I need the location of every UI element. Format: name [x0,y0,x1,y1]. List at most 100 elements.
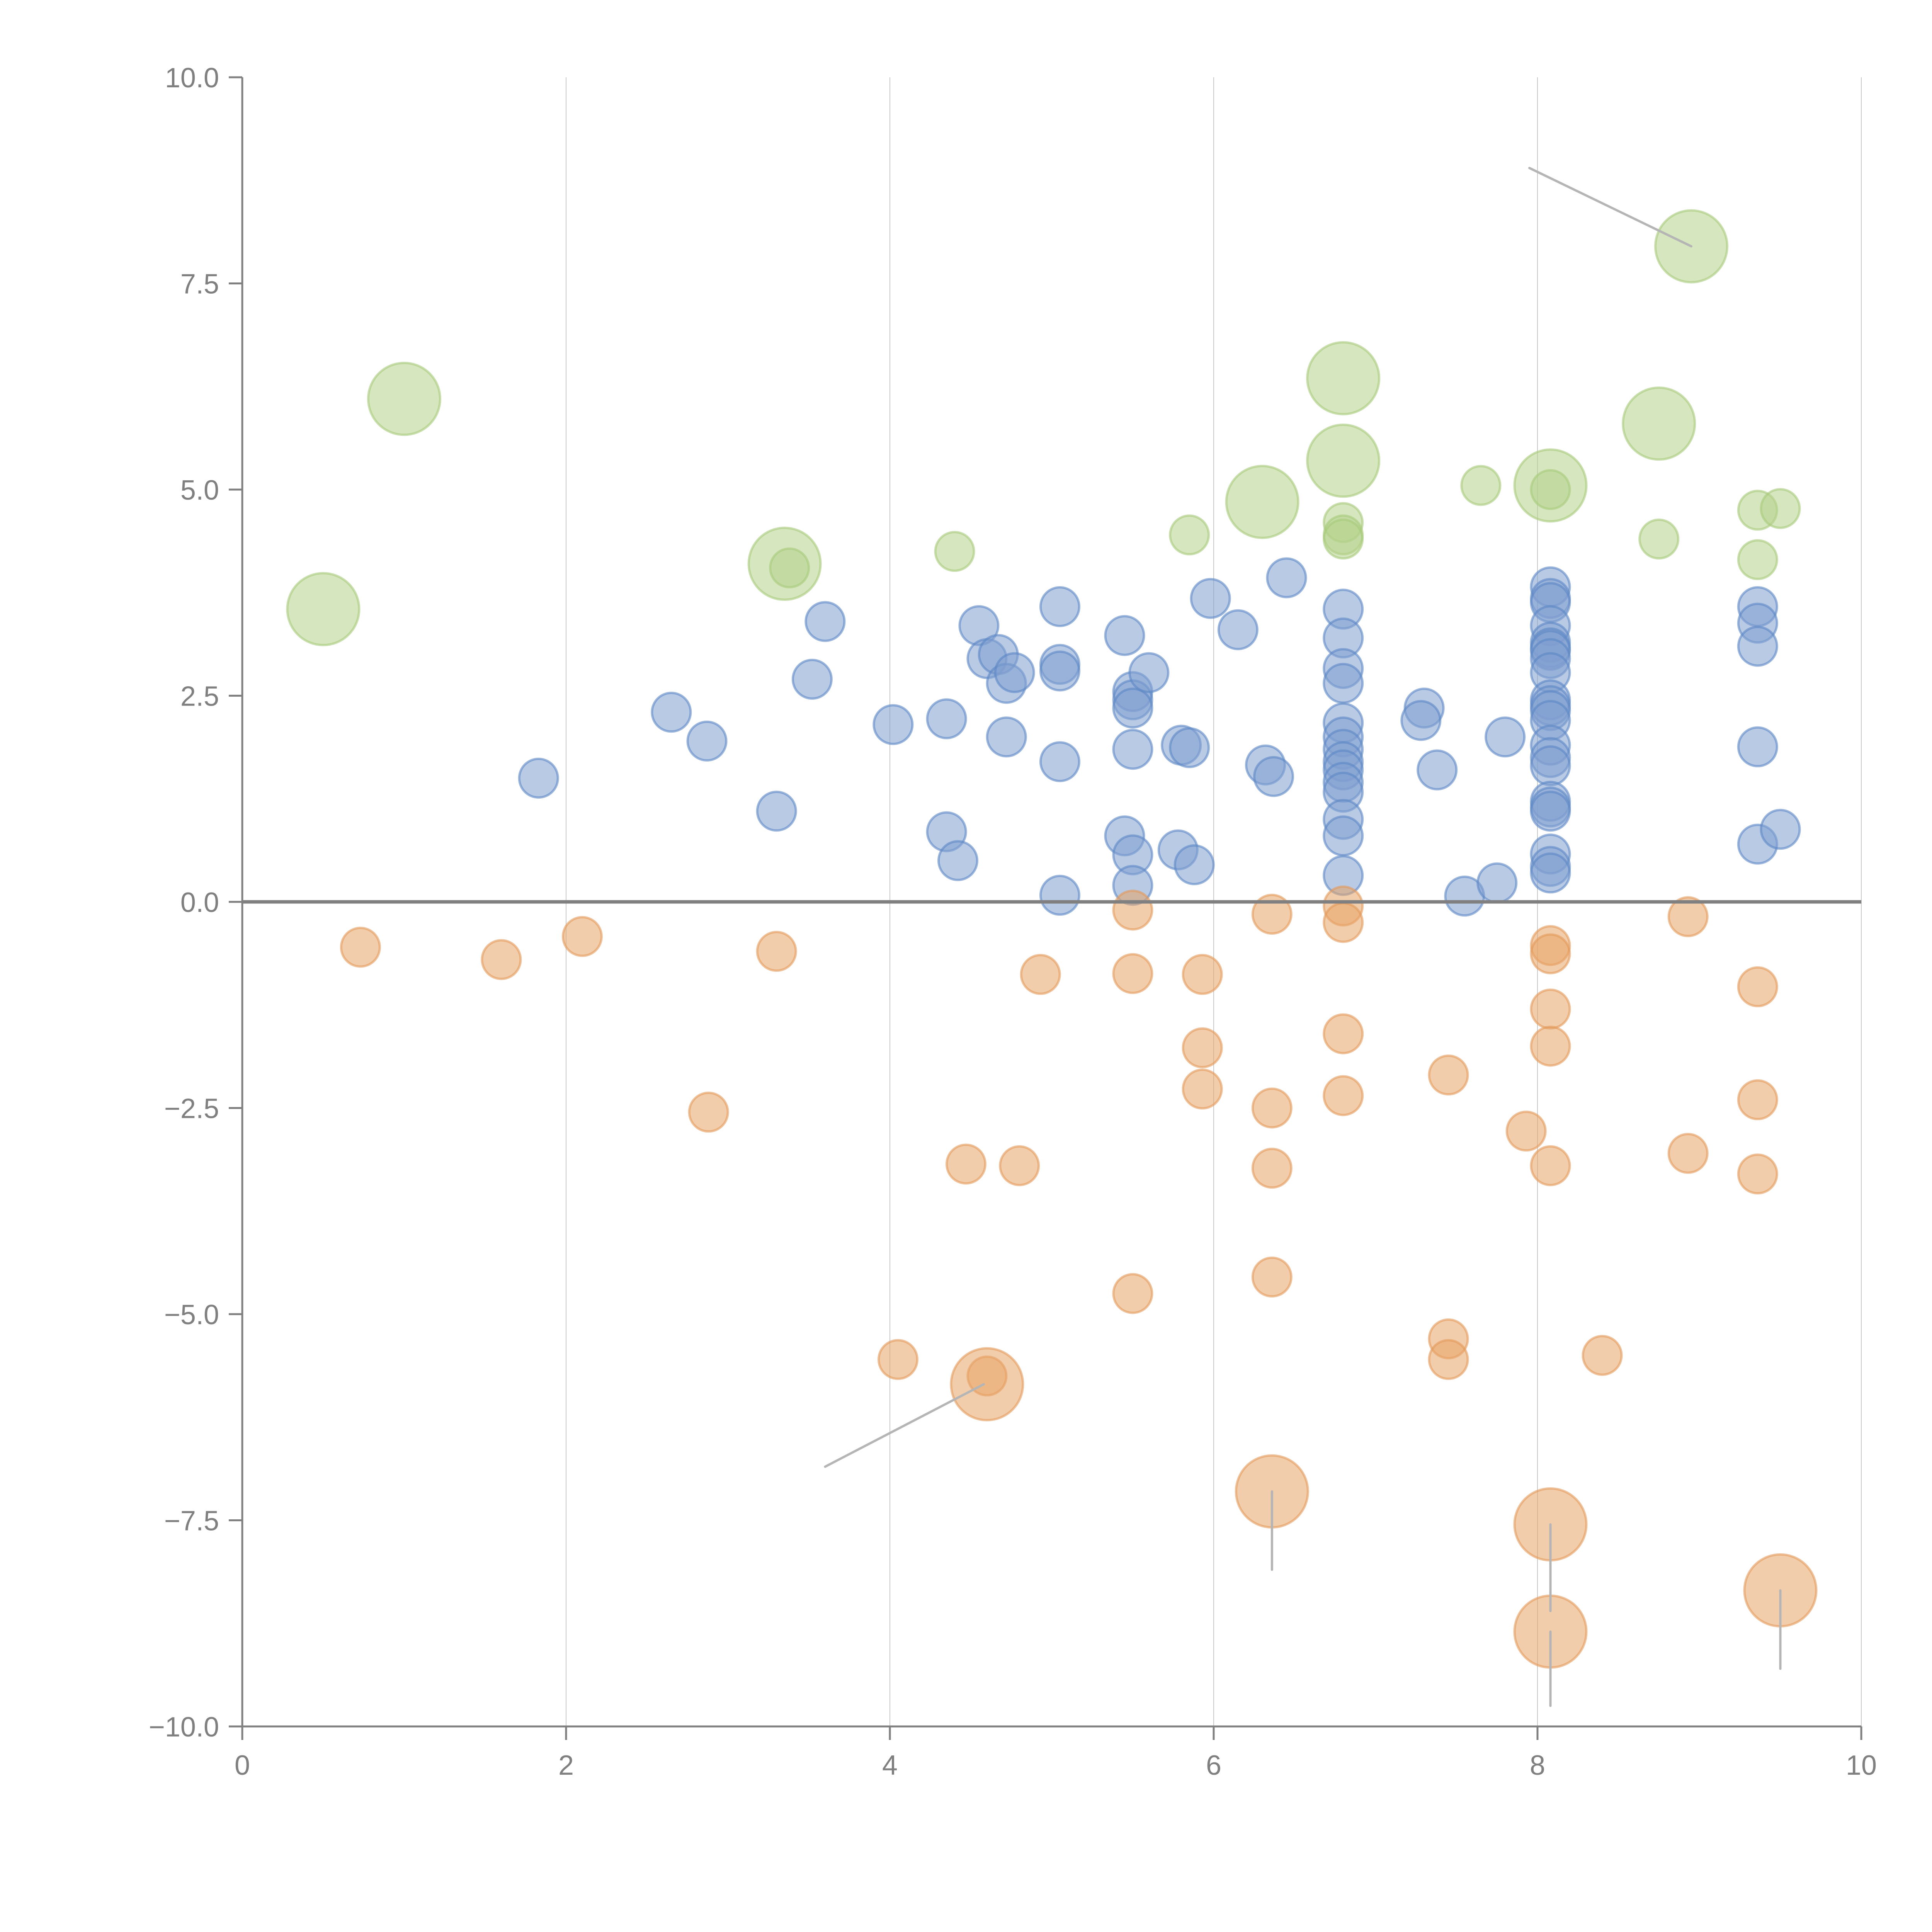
bubble-orange-28[interactable] [1428,1339,1469,1380]
bubble-blue-33[interactable] [1173,844,1215,885]
bubble-blue-1[interactable] [651,692,692,733]
bubble-green-5[interactable] [1169,514,1210,556]
bubble-orange-18[interactable] [1251,1087,1293,1129]
bubble-green-14[interactable] [1530,469,1571,510]
bubble-blue-34[interactable] [1190,578,1231,619]
y-tick-label: 5.0 [180,475,219,506]
bubble-orange-24[interactable] [1323,1013,1364,1054]
bubble-blue-20[interactable] [1039,874,1080,916]
bubble-green-17[interactable] [1638,519,1680,560]
bubble-orange-8[interactable] [945,1143,986,1185]
bubble-orange-23[interactable] [1323,902,1364,943]
x-tick-label: 2 [558,1750,574,1781]
bubble-orange-41[interactable] [1737,1079,1778,1121]
bubble-blue-3[interactable] [756,791,797,832]
x-tick-label: 6 [1206,1750,1221,1781]
bubble-blue-51[interactable] [1323,815,1364,857]
bubble-orange-0[interactable] [340,927,381,968]
bubble-orange-31[interactable] [1530,933,1571,975]
bubble-orange-5[interactable] [877,1339,918,1380]
bubble-blue-18[interactable] [1039,650,1080,692]
bubble-orange-34[interactable] [1530,1145,1571,1186]
bubble-orange-9[interactable] [999,1145,1040,1186]
bubble-blue-16[interactable] [1039,586,1080,628]
bubble-blue-86[interactable] [1760,809,1801,850]
bubble-orange-13[interactable] [1112,1273,1153,1314]
bubble-green-12[interactable] [1460,465,1502,506]
bubble-orange-25[interactable] [1323,1075,1364,1116]
bubble-green-7[interactable] [1306,341,1381,415]
bubble-orange-37[interactable] [1582,1335,1623,1376]
series-blue [518,557,1801,917]
bubble-orange-38[interactable] [1667,896,1709,937]
bubble-orange-17[interactable] [1251,894,1293,935]
bubble-blue-9[interactable] [937,840,978,881]
y-tick-label: −2.5 [164,1094,219,1124]
bubble-orange-15[interactable] [1182,1027,1223,1068]
bubble-blue-26[interactable] [1112,729,1153,770]
bubble-blue-54[interactable] [1400,700,1442,741]
bubble-blue-6[interactable] [872,704,914,745]
bubble-blue-83[interactable] [1737,626,1778,667]
bubble-blue-57[interactable] [1476,862,1518,903]
bubble-blue-31[interactable] [1169,727,1210,768]
bubble-green-11[interactable] [1323,519,1364,560]
bubble-green-16[interactable] [1622,386,1696,461]
bubble-green-4[interactable] [934,531,975,572]
bubble-orange-16[interactable] [1182,1068,1223,1110]
y-axis-ticks: 10.0 7.5 5.0 2.5 0.0 −2.5 −5.0 −7.5 −10.0 [149,63,242,1743]
bubble-orange-12[interactable] [1112,953,1153,994]
bubble-blue-25[interactable] [1128,652,1170,693]
bubble-orange-4[interactable] [688,1092,729,1133]
bubble-blue-19[interactable] [1039,741,1080,782]
bubble-blue-74[interactable] [1530,745,1571,786]
bubble-blue-0[interactable] [518,757,559,799]
bubble-orange-29[interactable] [1505,1111,1547,1152]
x-tick-label: 8 [1530,1750,1545,1781]
bubble-blue-38[interactable] [1266,557,1307,599]
bubble-orange-32[interactable] [1530,988,1571,1030]
bubble-blue-84[interactable] [1737,726,1778,767]
bubble-blue-2[interactable] [686,720,728,762]
bubble-orange-14[interactable] [1182,954,1223,995]
bubble-orange-11[interactable] [1112,889,1153,931]
bubble-orange-26[interactable] [1428,1054,1469,1096]
bubble-orange-2[interactable] [561,916,603,957]
bubble-blue-15[interactable] [986,716,1027,758]
bubble-blue-14[interactable] [994,652,1035,693]
bubble-green-1[interactable] [367,362,441,436]
bubble-orange-7[interactable] [950,1347,1024,1422]
x-tick-label: 4 [882,1750,898,1781]
bubble-green-3[interactable] [769,547,810,588]
bubble-orange-3[interactable] [756,931,797,972]
bubble-green-8[interactable] [1306,423,1381,498]
bubble-orange-19[interactable] [1251,1148,1293,1189]
bubble-blue-5[interactable] [804,601,846,642]
bubble-orange-20[interactable] [1251,1256,1293,1298]
bubble-orange-33[interactable] [1530,1026,1571,1067]
bubble-orange-42[interactable] [1737,1153,1778,1195]
bubble-green-19[interactable] [1760,488,1801,529]
bubble-blue-4[interactable] [791,658,833,700]
bubble-blue-58[interactable] [1485,716,1526,758]
bubble-green-0[interactable] [286,572,361,646]
bubble-orange-40[interactable] [1737,966,1778,1007]
leader-line-0 [1528,167,1693,248]
bubble-blue-55[interactable] [1417,749,1458,791]
bubble-blue-35[interactable] [1217,609,1259,650]
bubble-green-6[interactable] [1225,465,1299,539]
bubble-orange-39[interactable] [1667,1133,1709,1174]
leader-lines [824,167,1782,1707]
bubble-orange-1[interactable] [481,939,522,980]
bubble-blue-42[interactable] [1323,663,1364,704]
bubble-blue-77[interactable] [1530,791,1571,832]
bubble-green-20[interactable] [1737,539,1778,580]
bubble-blue-80[interactable] [1530,852,1571,894]
bubble-orange-10[interactable] [1020,954,1061,995]
bubble-blue-37[interactable] [1253,756,1294,797]
leader-line-1 [824,1383,985,1468]
bubble-blue-7[interactable] [926,698,967,740]
y-tick-label: −7.5 [164,1506,219,1537]
bubble-blue-24[interactable] [1112,687,1153,729]
bubble-blue-21[interactable] [1104,615,1145,656]
